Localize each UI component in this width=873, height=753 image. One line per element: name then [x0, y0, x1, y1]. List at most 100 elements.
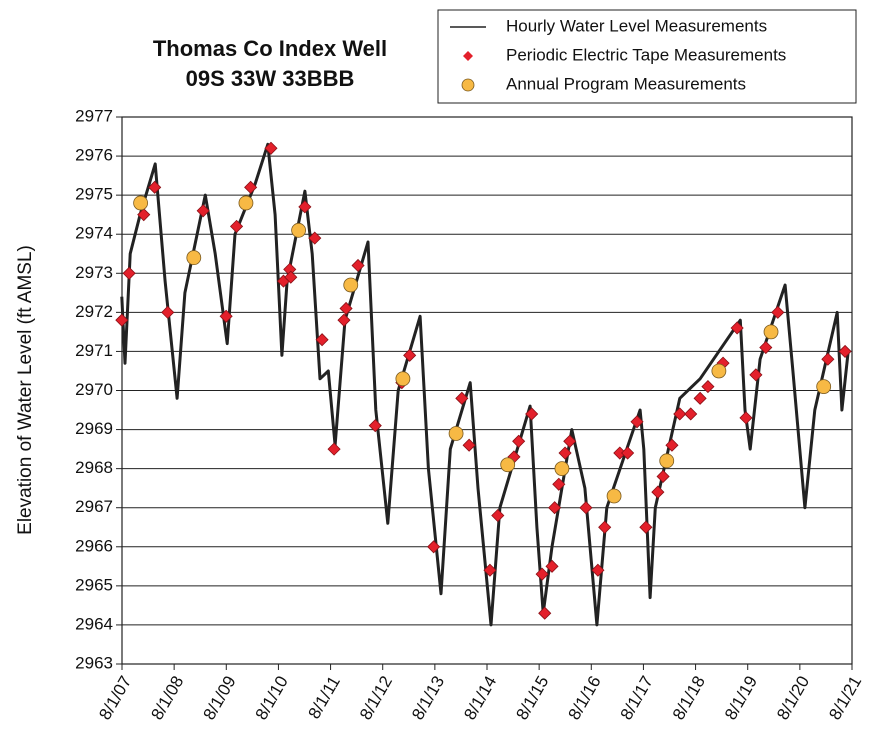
- x-tick-label: 8/1/15: [512, 673, 552, 723]
- x-tick-label: 8/1/12: [356, 673, 396, 723]
- y-tick-label: 2968: [75, 458, 113, 477]
- x-tick-label: 8/1/17: [617, 673, 657, 723]
- diamond-marker: [455, 391, 469, 405]
- legend-label: Hourly Water Level Measurements: [506, 16, 767, 35]
- chart-title: Thomas Co Index Well: [153, 36, 387, 61]
- diamond-marker: [701, 380, 715, 394]
- x-tick-label: 8/1/13: [408, 673, 448, 723]
- diamond-marker: [196, 204, 210, 218]
- plot-border: [121, 116, 853, 665]
- diamond-marker: [591, 563, 605, 577]
- y-tick-label: 2970: [75, 380, 113, 399]
- circle-marker: [186, 250, 202, 266]
- diamond-marker: [759, 340, 773, 355]
- legend-circle: [461, 78, 475, 92]
- diamond-marker: [665, 438, 679, 452]
- water-level-line: [120, 142, 850, 627]
- diamond-marker: [639, 520, 653, 534]
- legend-label: Annual Program Measurements: [506, 74, 746, 93]
- y-tick-label: 2971: [75, 341, 113, 360]
- diamond-marker: [739, 411, 753, 425]
- diamond-marker: [838, 344, 852, 358]
- diamond-marker: [483, 563, 497, 577]
- x-tick-label: 8/1/14: [460, 673, 500, 723]
- y-tick-label: 2972: [75, 302, 113, 321]
- y-tick-label: 2965: [75, 575, 113, 594]
- diamond-marker: [821, 352, 835, 366]
- diamond-marker: [115, 313, 129, 327]
- diamond-marker: [512, 434, 526, 448]
- circle-marker: [659, 453, 675, 469]
- diamond-marker: [579, 501, 593, 515]
- diamond-marker: [351, 258, 365, 273]
- diamond-marker: [673, 407, 687, 421]
- diamond-marker: [122, 266, 136, 280]
- x-tick-label: 8/1/07: [95, 673, 135, 723]
- diamond-marker: [315, 333, 329, 347]
- diamond-marker: [148, 180, 162, 194]
- diamond-marker: [491, 508, 505, 523]
- diamond-marker: [598, 520, 612, 534]
- chart-subtitle: 09S 33W 33BBB: [186, 66, 355, 91]
- diamond-marker: [525, 407, 539, 421]
- diamond-marker: [219, 309, 233, 323]
- diamond-marker: [284, 270, 298, 284]
- circle-marker: [763, 324, 779, 340]
- y-tick-label: 2975: [75, 185, 113, 204]
- diamond-marker: [656, 469, 670, 484]
- y-tick-label: 2964: [75, 614, 113, 633]
- x-tick-label: 8/1/09: [200, 673, 240, 723]
- y-axis-label: Elevation of Water Level (ft AMSL): [15, 245, 36, 535]
- diamond-marker: [337, 313, 351, 327]
- y-tick-label: 2976: [75, 146, 113, 165]
- diamond-marker: [327, 442, 341, 456]
- circle-marker: [238, 195, 254, 211]
- diamond-marker: [749, 368, 763, 382]
- x-tick-label: 8/1/20: [773, 673, 813, 723]
- x-tick-label: 8/1/18: [669, 673, 709, 723]
- diamond-marker: [462, 438, 476, 452]
- circle-marker: [711, 363, 727, 379]
- legend-box: [437, 9, 857, 104]
- diamond-marker: [558, 446, 572, 460]
- diamond-marker: [693, 391, 707, 405]
- legend-label: Periodic Electric Tape Measurements: [506, 45, 786, 64]
- diamond-marker: [535, 567, 549, 581]
- circle-marker: [448, 426, 464, 441]
- diamond-marker: [684, 407, 698, 421]
- diamond-marker: [548, 501, 562, 515]
- diamond-marker: [264, 141, 278, 155]
- diamond-marker: [651, 485, 665, 499]
- x-tick-label: 8/1/19: [721, 673, 761, 723]
- diamond-marker: [630, 415, 644, 429]
- circle-marker: [133, 195, 149, 211]
- circle-marker: [606, 488, 622, 504]
- diamond-marker: [730, 321, 744, 335]
- diamond-marker: [403, 348, 417, 362]
- y-tick-label: 2977: [75, 106, 113, 125]
- circle-marker: [816, 379, 832, 394]
- x-tick-label: 8/1/10: [252, 673, 292, 723]
- legend-diamond: [463, 51, 473, 61]
- diamond-marker: [137, 208, 151, 222]
- y-tick-label: 2974: [75, 224, 113, 243]
- diamond-marker: [368, 419, 382, 433]
- y-tick-label: 2969: [75, 419, 113, 438]
- x-tick-label: 8/1/08: [147, 673, 187, 723]
- diamond-marker: [427, 540, 441, 554]
- diamond-marker: [563, 434, 577, 448]
- diamond-marker: [538, 606, 552, 620]
- diamond-marker: [552, 477, 566, 491]
- circle-marker: [395, 371, 411, 387]
- diamond-marker: [161, 305, 175, 319]
- diamond-marker: [308, 231, 322, 245]
- circle-marker: [343, 277, 359, 293]
- circle-marker: [554, 461, 570, 477]
- y-tick-label: 2963: [75, 653, 113, 672]
- diamond-marker: [298, 200, 312, 214]
- x-tick-label: 8/1/11: [304, 673, 343, 722]
- diamond-marker: [244, 180, 258, 194]
- y-tick-label: 2967: [75, 497, 113, 516]
- y-tick-label: 2973: [75, 263, 113, 282]
